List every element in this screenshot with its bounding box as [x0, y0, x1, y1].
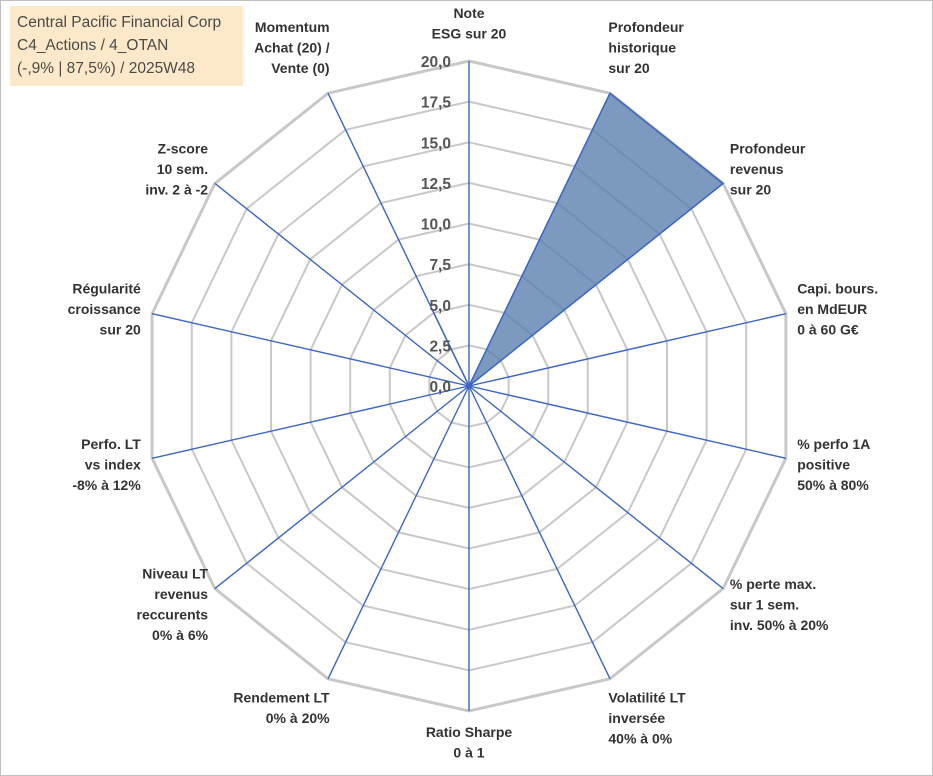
axis-label-line: sur 1 sem. — [730, 596, 799, 612]
axis-label: Perfo. LT vs index -8% à 12% — [72, 436, 141, 493]
axis-label-line: Achat (20) / — [254, 40, 330, 56]
axis-spoke — [468, 385, 724, 590]
axis-label-line: % perte max. — [730, 576, 816, 592]
tick-label: 12,5 — [421, 176, 452, 193]
axis-label-line: Rendement LT — [233, 689, 330, 705]
axis-label: % perfo 1A positive 50% à 80% — [797, 436, 870, 493]
axis-label-line: positive — [797, 456, 850, 472]
axis-spoke — [468, 313, 787, 387]
tick-label: 15,0 — [421, 135, 451, 152]
info-stats: (-,9% | 87,5%) / 2025W48 — [17, 60, 196, 77]
axis-label-line: 40% à 0% — [608, 730, 672, 746]
axis-spoke — [214, 182, 470, 387]
axis-label-line: inv. 50% à 20% — [730, 617, 829, 633]
tick-label: 7,5 — [429, 257, 451, 274]
info-company: Central Pacific Financial Corp — [17, 14, 222, 31]
axis-label-line: sur 20 — [730, 182, 771, 198]
axis-label-line: Vente (0) — [271, 60, 329, 76]
axis-label-line: Note — [453, 5, 484, 21]
axis-label-line: revenus — [730, 161, 784, 177]
axis-label-line: 0% à 20% — [266, 710, 330, 726]
tick-label: 17,5 — [421, 95, 452, 112]
axis-spoke — [468, 385, 787, 459]
axis-label: % perte max. sur 1 sem. inv. 50% à 20% — [730, 576, 829, 633]
axis-label-line: Profondeur — [730, 141, 806, 157]
axis-label-line: Capi. bours. — [797, 281, 878, 297]
axis-label: Ratio Sharpe 0 à 1 — [426, 724, 513, 761]
axis-label: Profondeur revenus sur 20 — [730, 141, 806, 198]
tick-label: 10,0 — [421, 217, 451, 234]
axis-label-line: sur 20 — [608, 60, 649, 76]
radar-axis-labels: Note ESG sur 20 Profondeur historique sur 20… — [68, 5, 878, 761]
tick-label: 0,0 — [429, 379, 451, 396]
axis-label: Capi. bours. en MdEUR 0 à 60 G€ — [797, 281, 878, 338]
axis-label: Momentum Achat (20) / Vente (0) — [254, 19, 330, 76]
axis-label-line: ESG sur 20 — [432, 26, 507, 42]
axis-label-line: revenus — [154, 586, 208, 602]
axis-label: Note ESG sur 20 — [432, 5, 507, 42]
axis-label-line: 10 sem. — [157, 161, 208, 177]
axis-spoke — [214, 385, 470, 590]
axis-label-line: Ratio Sharpe — [426, 724, 513, 740]
series-area — [433, 92, 724, 387]
axis-spoke — [151, 385, 470, 459]
axis-label-line: Perfo. LT — [81, 436, 141, 452]
tick-label: 20,0 — [421, 54, 451, 71]
axis-label-line: Profondeur — [608, 19, 684, 35]
axis-label-line: vs index — [85, 456, 141, 472]
axis-label-line: 0% à 6% — [152, 627, 209, 643]
axis-spoke — [468, 385, 611, 680]
axis-label-line: reccurents — [137, 607, 209, 623]
axis-label-line: Z-score — [158, 141, 209, 157]
axis-label-line: en MdEUR — [797, 301, 867, 317]
axis-spoke — [327, 385, 470, 680]
axis-label: Profondeur historique sur 20 — [608, 19, 684, 76]
axis-label-line: historique — [608, 40, 676, 56]
chart-info-box: Central Pacific Financial Corp C4_Action… — [10, 6, 243, 86]
axis-label: Niveau LT revenus reccurents 0% à 6% — [137, 566, 209, 644]
axis-label: Volatilité LT inversée 40% à 0% — [608, 689, 686, 746]
axis-label-line: inv. 2 à -2 — [145, 182, 208, 198]
axis-label-line: % perfo 1A — [797, 436, 870, 452]
axis-label-line: 50% à 80% — [797, 477, 869, 493]
radar-series — [433, 92, 724, 387]
axis-label: Z-score 10 sem. inv. 2 à -2 — [145, 141, 208, 198]
axis-label: Régularité croissance sur 20 — [68, 281, 141, 338]
info-category: C4_Actions / 4_OTAN — [17, 37, 169, 54]
axis-label-line: 0 à 1 — [453, 745, 484, 761]
radar-tick-labels: 0,0 2,5 5,0 7,5 10,0 12,5 15,0 17,5 20,0 — [421, 54, 452, 396]
axis-spoke — [151, 313, 470, 387]
axis-label-line: -8% à 12% — [72, 477, 141, 493]
axis-label-line: Régularité — [72, 281, 141, 297]
axis-label-line: croissance — [68, 301, 141, 317]
axis-label-line: sur 20 — [100, 322, 141, 338]
axis-label-line: Momentum — [255, 19, 330, 35]
tick-label: 2,5 — [429, 338, 451, 355]
axis-label-line: Volatilité LT — [608, 689, 686, 705]
axis-label: Rendement LT 0% à 20% — [233, 689, 330, 726]
axis-label-line: Niveau LT — [142, 566, 208, 582]
axis-label-line: inversée — [608, 710, 665, 726]
axis-label-line: 0 à 60 G€ — [797, 322, 859, 338]
tick-label: 5,0 — [429, 298, 451, 315]
